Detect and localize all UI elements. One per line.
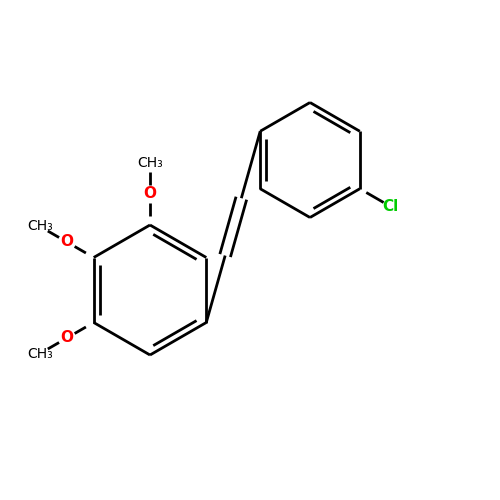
Text: CH₃: CH₃ (27, 346, 53, 360)
Text: Cl: Cl (382, 198, 398, 214)
Text: O: O (60, 330, 74, 345)
Text: CH₃: CH₃ (137, 156, 163, 170)
Text: CH₃: CH₃ (27, 220, 53, 234)
Text: O: O (144, 186, 156, 202)
Text: O: O (60, 234, 74, 250)
